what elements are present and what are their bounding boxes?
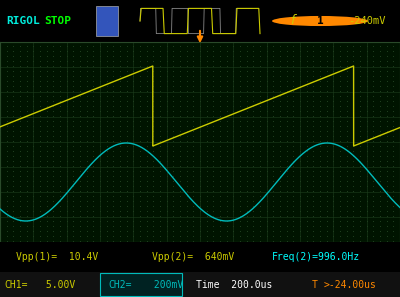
Text: Vpp(1)=  10.4V: Vpp(1)= 10.4V	[16, 252, 98, 262]
Text: 1: 1	[317, 16, 323, 26]
Circle shape	[272, 16, 368, 26]
Text: T: T	[312, 279, 318, 290]
Text: Time  200.0us: Time 200.0us	[196, 279, 272, 290]
Text: STOP: STOP	[44, 16, 71, 26]
Text: f: f	[290, 15, 294, 28]
Text: RIGOL: RIGOL	[6, 16, 40, 26]
Text: Vpp(2)=  640mV: Vpp(2)= 640mV	[152, 252, 234, 262]
Text: 200mV: 200mV	[148, 279, 183, 290]
Text: Freq(2)=996.0Hz: Freq(2)=996.0Hz	[272, 252, 360, 262]
Text: CH2=: CH2=	[108, 279, 132, 290]
Text: -240mV: -240mV	[348, 16, 386, 26]
Text: 5.00V: 5.00V	[40, 279, 75, 290]
Bar	[96, 6, 118, 36]
Text: CH1=: CH1=	[4, 279, 28, 290]
FancyBboxPatch shape	[100, 273, 182, 296]
Text: >-24.00us: >-24.00us	[324, 279, 377, 290]
